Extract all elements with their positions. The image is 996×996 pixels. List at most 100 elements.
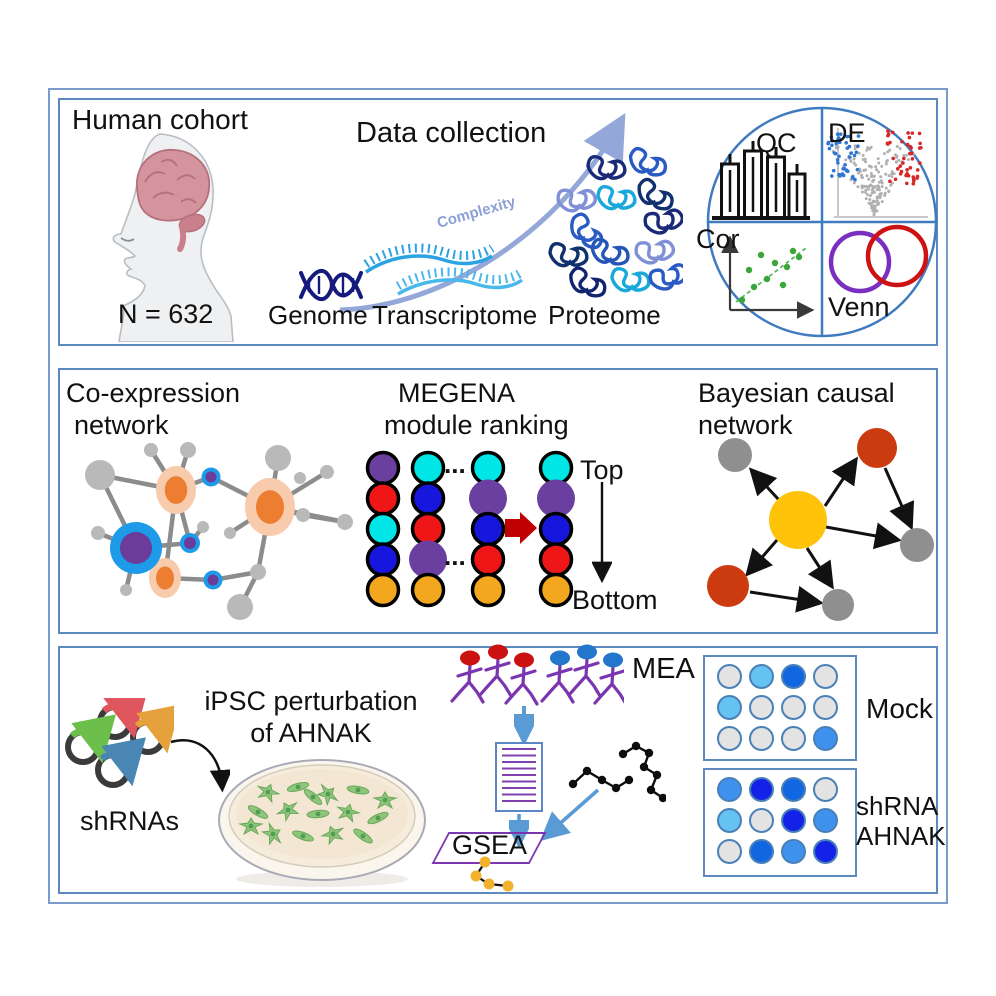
megena-ellipsis-top: ... (444, 449, 466, 479)
cor-scatter-icon (721, 235, 815, 319)
mea-well-gray (780, 725, 806, 751)
mea-well-gray (716, 725, 742, 751)
mea-well-gray (716, 663, 742, 689)
module-circle-red (410, 511, 446, 547)
module-circle-orange (410, 572, 446, 608)
mea-well-sky (716, 807, 742, 833)
de-volcano-icon (826, 128, 928, 218)
coexp-node-gray (250, 564, 266, 580)
mea-well-medium (780, 838, 806, 864)
complexity-arrow (339, 112, 626, 313)
coexp-node-gray (120, 584, 132, 596)
human-cohort-title: Human cohort (72, 104, 248, 135)
module-circle-purple (365, 450, 401, 486)
coexp-node-purple-core (205, 471, 217, 483)
coexp-node-gray (320, 465, 334, 479)
transcriptome-label: Transcriptome (372, 300, 538, 330)
analysis-wheel: QC DE Cor Venn (696, 106, 938, 338)
module-circle-orange (365, 572, 401, 608)
mea-well-sky (748, 663, 774, 689)
mea-well-strong (748, 838, 774, 864)
module-circle-purple (537, 479, 575, 518)
bcn-hub-node (769, 491, 827, 549)
plasmid-to-dish-arrow (170, 739, 230, 793)
shrna-ahnak-label: shRNA AHNAK (856, 791, 946, 851)
mea-well-gray (812, 663, 838, 689)
coexp-node-gray (180, 442, 196, 458)
rank-top-label: Top (580, 455, 624, 485)
shrnas-label: shRNAs (80, 806, 180, 836)
megena-module-columns: ... ... (365, 449, 575, 608)
bcn-node (900, 528, 934, 562)
module-circle-purple (469, 479, 507, 518)
module-circle-cyan (538, 450, 574, 486)
mea-well-gray (716, 838, 742, 864)
mea-well-medium (812, 807, 838, 833)
bcn-driver-node (857, 428, 897, 468)
coexpression-title: Co-expression network (66, 378, 241, 440)
coexp-node-gray (265, 445, 291, 471)
mea-well-gray (812, 694, 838, 720)
coexpression-network-graph (85, 442, 353, 620)
genome-dna-icon (299, 268, 363, 302)
mea-well-royal (812, 838, 838, 864)
coexp-node-gray (91, 526, 105, 540)
coexp-node-purple-core (207, 574, 219, 586)
network-to-gsea-arrow (539, 788, 600, 842)
mea-well-strong (780, 663, 806, 689)
coexp-node-gray (227, 594, 253, 620)
bcn-node (718, 438, 752, 472)
stick-figure-cell (567, 644, 602, 698)
cor-label: Cor (696, 224, 740, 254)
module-circle-purple (409, 540, 447, 579)
cells-to-list-arrow (514, 706, 534, 746)
human-head-brain-icon (112, 133, 234, 342)
module-circle-red (538, 542, 574, 577)
module-circle-cyan (365, 511, 401, 547)
coexp-node-gray (294, 472, 306, 484)
ipsc-title: iPSC perturbation of AHNAK (204, 686, 418, 748)
megena-title: MEGENA module ranking (384, 378, 569, 440)
mea-well-gray (748, 694, 774, 720)
coexp-node-gray (197, 521, 209, 533)
cohort-size-label: N = 632 (118, 299, 214, 329)
module-circle-cyan (470, 450, 506, 486)
mea-plate-shrna-ahnak (703, 768, 857, 877)
list-to-gsea-arrow (509, 814, 529, 849)
ranked-gene-list-icon (495, 742, 543, 812)
module-circle-red (470, 542, 506, 577)
coexp-node-orange (156, 566, 174, 590)
mea-well-royal (780, 807, 806, 833)
module-circle-cyan (410, 450, 446, 486)
mea-well-medium (812, 725, 838, 751)
genome-label: Genome (268, 300, 368, 330)
enriched-module-chain-icon (470, 856, 514, 892)
mea-well-sky (716, 694, 742, 720)
coexp-node-purple-core (184, 537, 196, 549)
qc-boxplot-icon (712, 141, 810, 220)
stick-figure-cell (478, 644, 513, 698)
qc-label: QC (756, 128, 797, 158)
module-circle-blue (470, 511, 506, 547)
coexp-node-gray (296, 508, 310, 522)
module-circle-orange (470, 572, 506, 608)
proteome-label: Proteome (548, 300, 661, 330)
module-circle-blue (538, 511, 574, 547)
proteome-proteins-icon (548, 145, 683, 302)
gsea-label: GSEA (452, 830, 528, 860)
bayesian-title: Bayesian causal network (698, 378, 895, 440)
mock-label: Mock (866, 693, 933, 724)
coexp-node-gray (144, 443, 158, 457)
figure-outer-border (48, 88, 948, 904)
coexp-node-gray (337, 514, 353, 530)
stick-figure-cell (504, 652, 539, 706)
stick-figure-cell (450, 650, 485, 704)
cell-stick-figures-icon (450, 644, 624, 706)
coexp-node-orange (256, 490, 284, 524)
venn-icon (828, 224, 929, 294)
mea-well-gray (812, 776, 838, 802)
coexp-node-gray (85, 460, 115, 490)
module-circle-blue (410, 481, 446, 516)
stick-figure-cell (540, 650, 575, 704)
de-label: DE (828, 118, 866, 148)
